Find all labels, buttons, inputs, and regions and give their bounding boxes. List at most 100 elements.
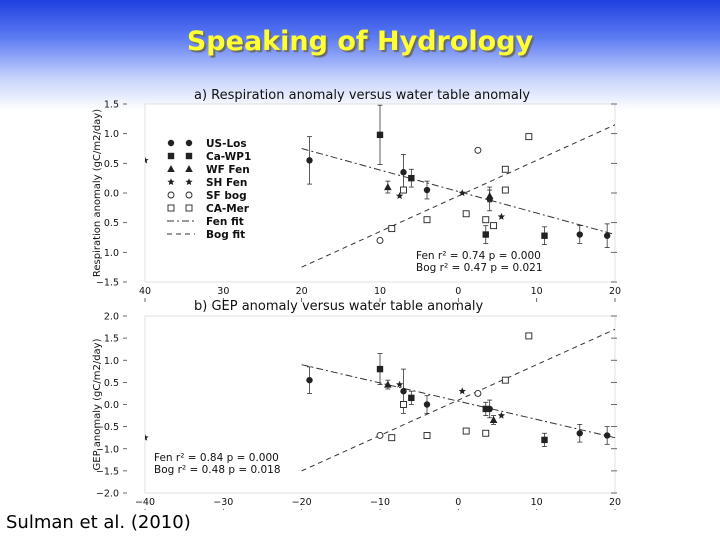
data-point-us-los [306, 157, 313, 164]
data-point-sh-fen [497, 212, 506, 220]
fen-fit-line [301, 148, 616, 236]
stats-text: Bog r² = 0.48 p = 0.018 [154, 464, 281, 476]
data-point-ca-mer [501, 186, 509, 194]
y-tick-label: −1.0 [96, 444, 119, 455]
y-axis-label: Respiration anomaly (gC/m2/day) [92, 109, 103, 277]
x-tick-label: 10 [374, 286, 386, 297]
data-point-us-los [603, 232, 611, 239]
data-point-sf-bog [474, 389, 482, 397]
x-tick-label: 10 [531, 497, 543, 508]
stats-text: Bog r² = 0.47 p = 0.021 [416, 262, 543, 274]
y-tick-label: 0.5 [104, 218, 119, 229]
data-point-ca-wp1 [541, 436, 548, 444]
x-tick-label: 40 [139, 286, 151, 297]
x-tick-label: 20 [609, 497, 621, 508]
panel-title: a) Respiration anomaly versus water tabl… [194, 88, 530, 103]
y-tick-label: 1.0 [104, 356, 119, 367]
data-point-wf-fen [485, 191, 494, 199]
data-point-us-los [400, 388, 407, 395]
legend-label: Ca-WP1 [206, 151, 251, 163]
y-tick-label: −1.5 [96, 466, 119, 477]
data-point-ca-mer [423, 432, 431, 439]
data-point-ca-mer [501, 165, 509, 173]
data-point-ca-mer [462, 210, 470, 218]
data-point-sf-bog [376, 432, 384, 439]
data-point-ca-mer [490, 222, 498, 230]
data-point-us-los [603, 432, 611, 439]
legend-marker [185, 152, 193, 160]
data-point-us-los [423, 401, 431, 408]
legend-label: CA-Mer [206, 203, 250, 215]
data-point-wf-fen [489, 415, 498, 423]
x-tick-label: 0 [455, 286, 461, 297]
figure: a) Respiration anomaly versus water tabl… [92, 88, 621, 510]
data-point-ca-wp1 [376, 131, 384, 139]
legend-marker [185, 178, 193, 186]
legend-marker [167, 178, 175, 186]
y-tick-label: 2.0 [104, 312, 119, 323]
legend-label: SF bog [206, 190, 247, 202]
legend-marker [167, 191, 175, 199]
legend-marker [185, 139, 193, 147]
x-tick-label: 30 [217, 286, 229, 297]
bog-fit-line [301, 124, 616, 268]
stats-text: Fen r² = 0.84 p = 0.000 [154, 452, 279, 464]
legend-marker [185, 191, 193, 199]
y-tick-label: −2.0 [96, 489, 119, 500]
x-tick-label: 10 [531, 286, 543, 297]
data-point-sh-fen [395, 192, 404, 200]
data-point-ca-wp1 [541, 232, 548, 239]
data-point-us-los [576, 231, 583, 238]
x-tick-label: 20 [296, 286, 308, 297]
legend-label: Fen fit [206, 216, 244, 228]
y-tick-label: 1.0 [104, 129, 119, 140]
data-layer [145, 104, 616, 268]
data-point-ca-mer [388, 225, 396, 233]
x-tick-label: 0 [455, 497, 461, 508]
data-point-sh-fen [145, 433, 149, 441]
legend-marker [167, 139, 175, 147]
y-tick-label: 0.5 [104, 378, 119, 389]
legend-marker [167, 165, 175, 172]
panel-1: a) Respiration anomaly versus water tabl… [92, 88, 621, 302]
fen-fit-line [301, 364, 616, 439]
stats-text: Fen r² = 0.74 p = 0.000 [416, 250, 541, 262]
legend-label: Bog fit [206, 229, 245, 241]
legend-marker [167, 152, 175, 160]
legend-marker [185, 204, 193, 212]
data-point-ca-mer [462, 427, 470, 435]
data-point-ca-mer [400, 186, 407, 194]
data-point-ca-mer [400, 401, 407, 408]
data-point-ca-mer [423, 216, 431, 224]
slide-title: Speaking of Hydrology [186, 26, 534, 57]
x-tick-label: 20 [609, 286, 621, 297]
x-tick-label: −30 [213, 497, 233, 508]
x-tick-label: −20 [292, 497, 312, 508]
data-point-sf-bog [474, 146, 482, 154]
data-point-ca-mer [525, 133, 533, 141]
data-point-wf-fen [384, 183, 392, 191]
y-axis-label: GEP anomaly (gC/m2/day) [92, 338, 103, 470]
data-point-us-los [400, 169, 407, 176]
y-tick-label: 1.5 [104, 100, 119, 111]
data-point-sh-fen [497, 411, 506, 419]
y-tick-label: 1.5 [104, 334, 119, 345]
data-point-ca-mer [482, 429, 490, 437]
data-layer [145, 328, 616, 472]
legend-label: US-Los [206, 138, 247, 150]
legend-label: SH Fen [206, 177, 247, 189]
y-tick-label: −1.5 [96, 278, 119, 289]
data-point-sh-fen [458, 189, 466, 197]
data-point-ca-wp1 [482, 231, 489, 238]
data-point-ca-mer [525, 332, 533, 340]
data-point-wf-fen [384, 380, 392, 388]
data-point-ca-mer [482, 216, 490, 224]
citation: Sulman et al. (2010) [6, 512, 191, 533]
data-point-ca-mer [501, 376, 509, 384]
y-tick-label: −0.5 [96, 422, 119, 433]
data-point-sh-fen [458, 387, 466, 395]
y-tick-label: 0.0 [104, 189, 119, 200]
data-point-sh-fen [395, 380, 404, 388]
data-point-ca-wp1 [408, 394, 415, 402]
